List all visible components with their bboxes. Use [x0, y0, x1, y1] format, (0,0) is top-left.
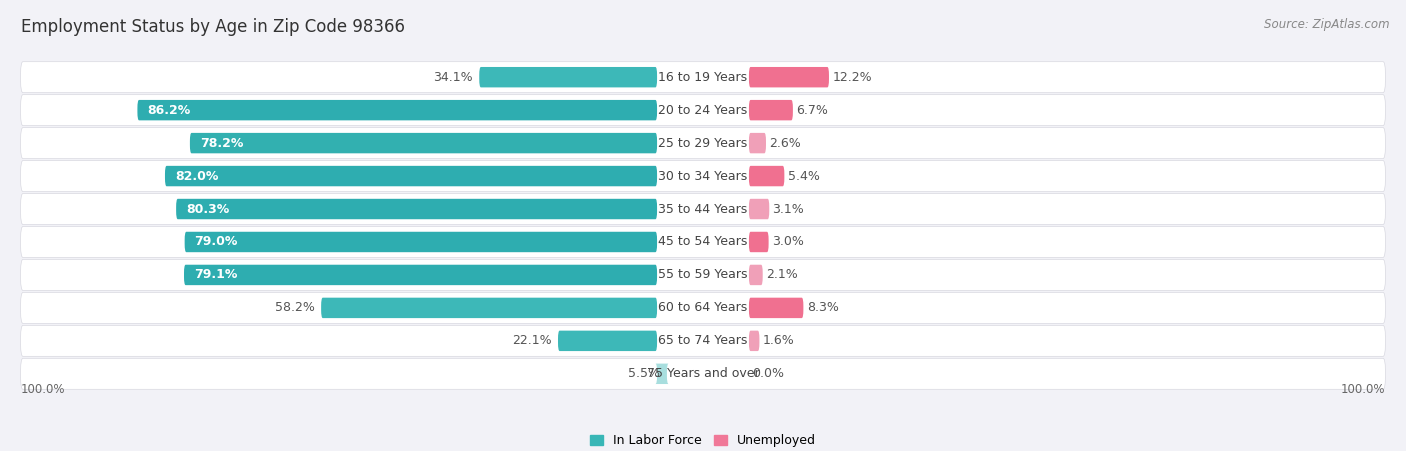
Text: 82.0%: 82.0%: [174, 170, 218, 183]
Text: 65 to 74 Years: 65 to 74 Years: [658, 334, 748, 347]
FancyBboxPatch shape: [655, 364, 669, 384]
Text: 86.2%: 86.2%: [148, 104, 190, 117]
Text: 45 to 54 Years: 45 to 54 Years: [658, 235, 748, 249]
Text: 79.0%: 79.0%: [194, 235, 238, 249]
Text: 5.4%: 5.4%: [787, 170, 820, 183]
FancyBboxPatch shape: [21, 226, 1385, 258]
FancyBboxPatch shape: [749, 100, 793, 120]
Text: 35 to 44 Years: 35 to 44 Years: [658, 202, 748, 216]
FancyBboxPatch shape: [184, 232, 657, 252]
Text: Source: ZipAtlas.com: Source: ZipAtlas.com: [1264, 18, 1389, 31]
Text: 5.5%: 5.5%: [628, 367, 661, 380]
FancyBboxPatch shape: [749, 298, 803, 318]
FancyBboxPatch shape: [749, 265, 762, 285]
Text: 2.1%: 2.1%: [766, 268, 797, 281]
FancyBboxPatch shape: [21, 292, 1385, 323]
Text: 12.2%: 12.2%: [832, 71, 872, 84]
FancyBboxPatch shape: [21, 193, 1385, 225]
FancyBboxPatch shape: [165, 166, 657, 186]
FancyBboxPatch shape: [21, 161, 1385, 192]
Text: 60 to 64 Years: 60 to 64 Years: [658, 301, 748, 314]
Text: 6.7%: 6.7%: [796, 104, 828, 117]
Text: 2.6%: 2.6%: [769, 137, 801, 150]
FancyBboxPatch shape: [479, 67, 657, 87]
Text: 1.6%: 1.6%: [762, 334, 794, 347]
Text: 20 to 24 Years: 20 to 24 Years: [658, 104, 748, 117]
FancyBboxPatch shape: [749, 133, 766, 153]
Text: 30 to 34 Years: 30 to 34 Years: [658, 170, 748, 183]
Text: 25 to 29 Years: 25 to 29 Years: [658, 137, 748, 150]
Text: 100.0%: 100.0%: [21, 383, 65, 396]
Text: 58.2%: 58.2%: [274, 301, 315, 314]
Text: 34.1%: 34.1%: [433, 71, 472, 84]
FancyBboxPatch shape: [558, 331, 657, 351]
FancyBboxPatch shape: [749, 232, 769, 252]
FancyBboxPatch shape: [21, 62, 1385, 93]
FancyBboxPatch shape: [190, 133, 657, 153]
FancyBboxPatch shape: [184, 265, 657, 285]
FancyBboxPatch shape: [21, 358, 1385, 389]
Text: 22.1%: 22.1%: [512, 334, 551, 347]
FancyBboxPatch shape: [321, 298, 657, 318]
FancyBboxPatch shape: [749, 166, 785, 186]
Text: 8.3%: 8.3%: [807, 301, 838, 314]
FancyBboxPatch shape: [21, 259, 1385, 290]
Text: 80.3%: 80.3%: [186, 202, 229, 216]
Legend: In Labor Force, Unemployed: In Labor Force, Unemployed: [585, 429, 821, 451]
Text: 3.1%: 3.1%: [772, 202, 804, 216]
Text: 3.0%: 3.0%: [772, 235, 804, 249]
FancyBboxPatch shape: [749, 67, 830, 87]
FancyBboxPatch shape: [21, 128, 1385, 159]
Text: 75 Years and over: 75 Years and over: [647, 367, 759, 380]
FancyBboxPatch shape: [138, 100, 657, 120]
Text: 0.0%: 0.0%: [752, 367, 785, 380]
Text: 16 to 19 Years: 16 to 19 Years: [658, 71, 748, 84]
Text: Employment Status by Age in Zip Code 98366: Employment Status by Age in Zip Code 983…: [21, 18, 405, 36]
FancyBboxPatch shape: [21, 325, 1385, 356]
Text: 55 to 59 Years: 55 to 59 Years: [658, 268, 748, 281]
Text: 100.0%: 100.0%: [1341, 383, 1385, 396]
FancyBboxPatch shape: [176, 199, 657, 219]
Text: 79.1%: 79.1%: [194, 268, 238, 281]
FancyBboxPatch shape: [21, 95, 1385, 126]
FancyBboxPatch shape: [749, 199, 769, 219]
Text: 78.2%: 78.2%: [200, 137, 243, 150]
FancyBboxPatch shape: [749, 331, 759, 351]
